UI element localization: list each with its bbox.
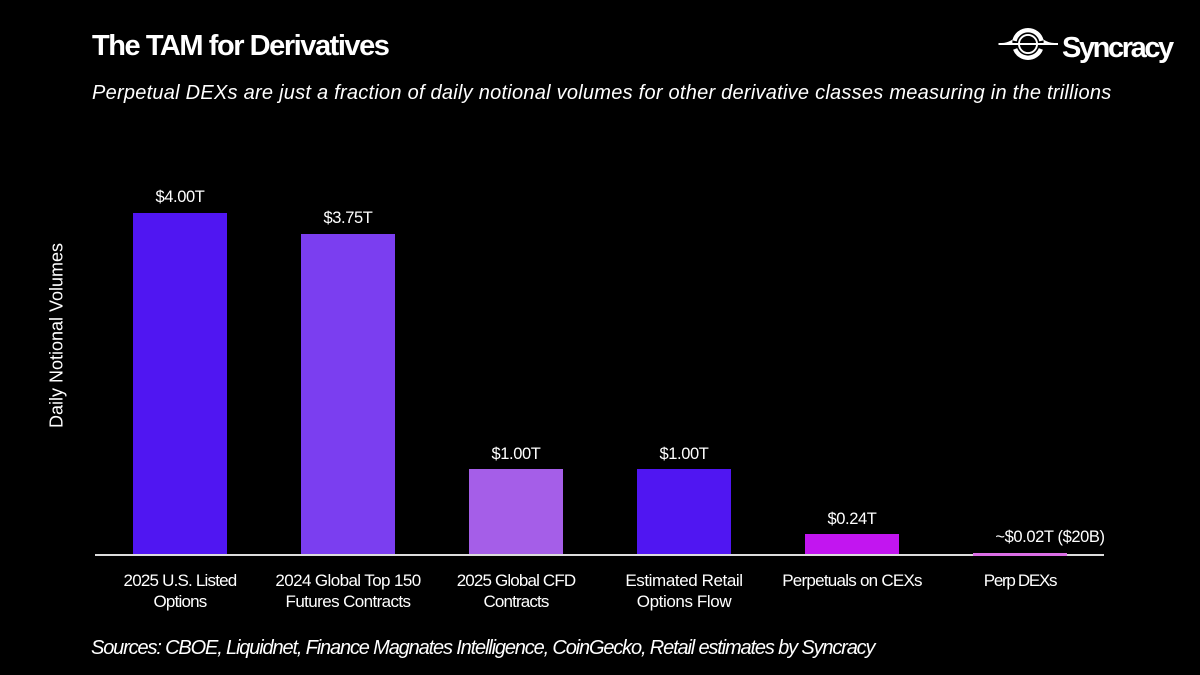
svg-text:Syncracy: Syncracy [1062, 32, 1174, 64]
